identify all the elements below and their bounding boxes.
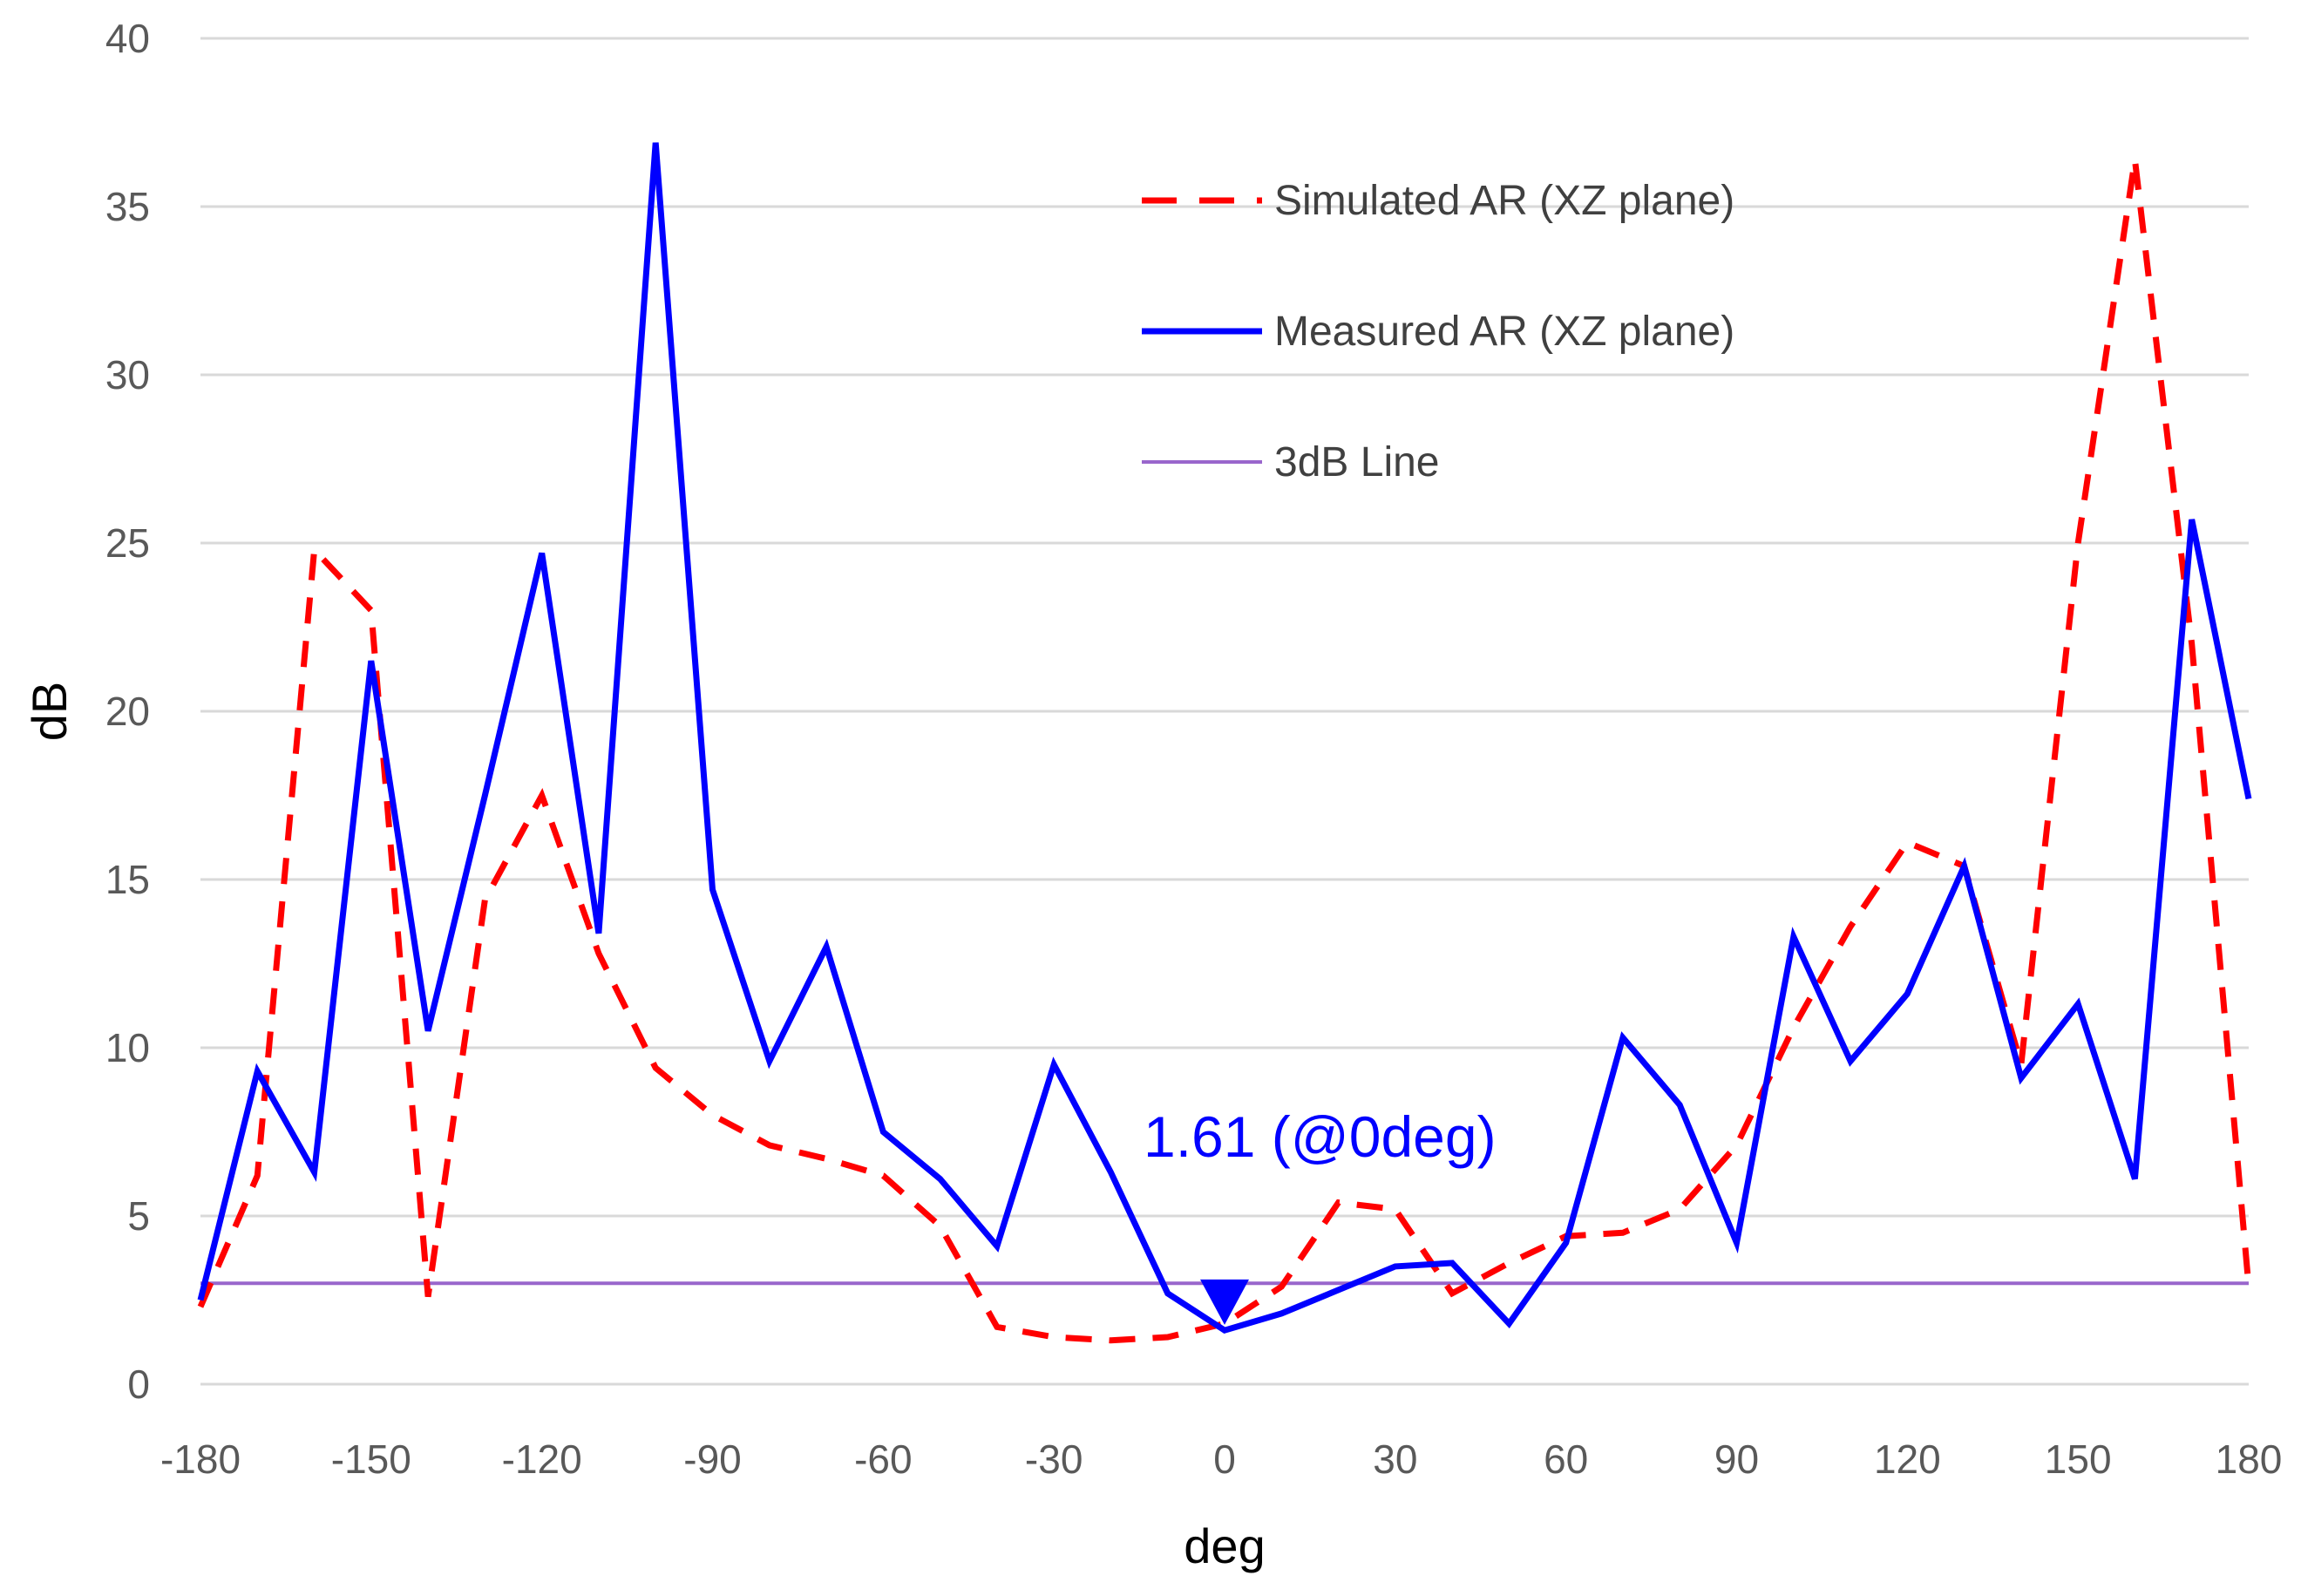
annotation-label: 1.61 (@0deg) [1144,1104,1497,1169]
x-tick-label: 0 [1213,1436,1236,1482]
y-tick-label: 0 [127,1362,150,1407]
y-tick-label: 10 [105,1025,150,1070]
y-tick-label: 40 [105,16,150,61]
x-tick-label: 30 [1373,1436,1417,1482]
x-tick-label: 90 [1714,1436,1759,1482]
legend-label-1: Measured AR (XZ plane) [1274,309,1734,355]
series-line-measured-ar-xz-plane [197,142,2252,1335]
legend-label-0: Simulated AR (XZ plane) [1274,178,1734,224]
series-line-simulated-ar-xz-plane [197,159,2252,1344]
x-tick-label: 150 [2045,1436,2112,1482]
x-tick-label: -150 [331,1436,411,1482]
x-tick-label: -60 [854,1436,912,1482]
y-tick-label: 35 [105,184,150,229]
x-tick-label: 180 [2216,1436,2283,1482]
x-tick-label: -90 [683,1436,741,1482]
x-tick-label: -120 [502,1436,582,1482]
x-tick-label: -180 [160,1436,241,1482]
x-tick-label: -30 [1025,1436,1083,1482]
y-tick-label: 20 [105,689,150,734]
y-tick-label: 15 [105,857,150,902]
annotation-marker-triangle [1200,1279,1249,1325]
y-tick-label: 30 [105,352,150,397]
x-tick-label: 60 [1544,1436,1588,1482]
x-tick-label: 120 [1874,1436,1941,1482]
y-tick-label: 25 [105,520,150,566]
x-axis-title: deg [1184,1518,1265,1573]
legend-label-2: 3dB Line [1274,439,1440,486]
y-tick-label: 5 [127,1193,150,1239]
y-axis-title: dB [22,682,77,742]
